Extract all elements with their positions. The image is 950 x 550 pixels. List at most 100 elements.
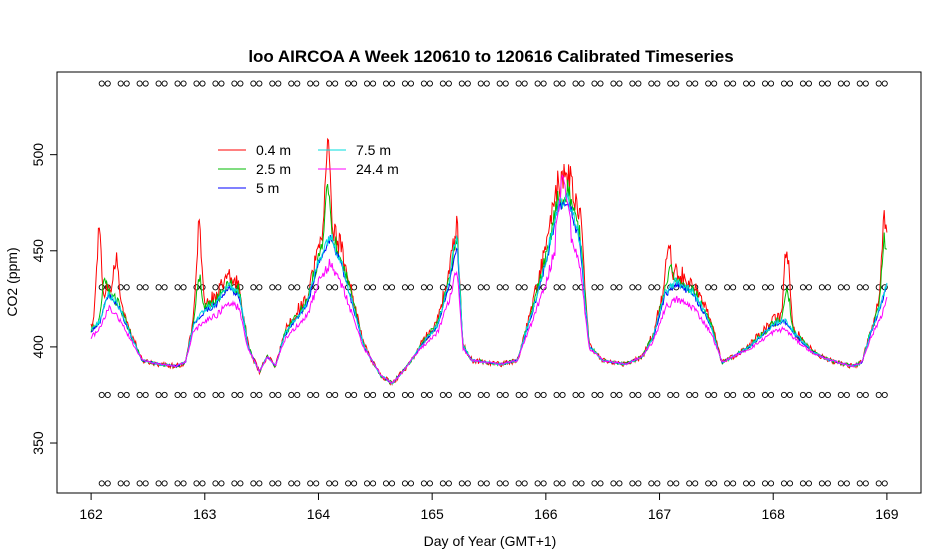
marker-point [142, 480, 149, 487]
marker-point [401, 284, 409, 291]
legend-label: 2.5 m [256, 161, 291, 177]
x-tick-label: 165 [420, 506, 444, 522]
legend: 0.4 m 2.5 m 5 m 7.5 m 24.4 m [218, 142, 399, 196]
marker-point [837, 284, 844, 291]
marker-point [521, 284, 528, 291]
marker-point [407, 391, 415, 399]
marker-point [231, 480, 238, 487]
marker-point [193, 480, 200, 487]
marker-point [477, 391, 484, 399]
marker-point [761, 480, 769, 487]
marker-point [117, 80, 124, 87]
marker-point [692, 480, 699, 487]
y-axis-label: CO2 (ppm) [4, 247, 20, 316]
marker-point [496, 391, 503, 399]
marker-point [635, 480, 642, 487]
marker-point [420, 391, 427, 399]
marker-point [332, 80, 339, 87]
marker-point [123, 391, 130, 399]
marker-point [477, 480, 484, 487]
marker-point [692, 80, 699, 87]
marker-point [730, 80, 737, 87]
marker-point [730, 284, 737, 291]
marker-point [686, 480, 693, 487]
marker-point [269, 391, 276, 399]
marker-point [193, 391, 200, 399]
marker-point [269, 80, 276, 87]
marker-point [667, 391, 674, 399]
marker-point [667, 80, 674, 87]
marker-point [275, 391, 282, 399]
marker-point [294, 480, 301, 487]
marker-point [155, 80, 162, 87]
marker-point [212, 284, 219, 291]
marker-point [142, 284, 149, 291]
marker-point [805, 391, 812, 399]
marker-point [635, 80, 642, 87]
marker-point [294, 391, 301, 399]
marker-point [686, 391, 693, 399]
marker-point [629, 391, 636, 399]
marker-point [332, 284, 339, 291]
marker-point [420, 480, 427, 487]
marker-point [136, 284, 143, 291]
marker-point [382, 480, 390, 487]
marker-point [856, 80, 863, 87]
marker-point [307, 80, 314, 87]
marker-point [673, 391, 680, 399]
marker-point [730, 391, 737, 399]
marker-point [199, 284, 206, 291]
marker-point [155, 391, 162, 399]
marker-point [250, 480, 257, 487]
marker-point [686, 80, 693, 87]
marker-point [610, 284, 617, 291]
marker-point [161, 391, 168, 399]
marker-point [464, 80, 471, 87]
marker-point [288, 480, 295, 487]
marker-point [104, 391, 111, 399]
marker-point [730, 480, 737, 487]
marker-point [559, 80, 566, 87]
marker-point [578, 80, 585, 87]
marker-point [161, 284, 168, 291]
marker-point [180, 391, 187, 399]
marker-point [445, 80, 452, 87]
marker-point [439, 391, 446, 399]
marker-point [534, 391, 541, 399]
marker-point [332, 480, 339, 487]
marker-point [591, 284, 598, 291]
marker-point [875, 284, 882, 291]
marker-point [332, 391, 339, 399]
marker-point [786, 391, 794, 399]
x-axis: 162 163 164 165 166 167 168 169 [79, 492, 899, 522]
marker-point [288, 284, 295, 291]
marker-point [553, 284, 560, 291]
y-axis: 350 400 450 500 [30, 143, 58, 455]
marker-point [572, 284, 579, 291]
marker-point [875, 80, 882, 87]
marker-point [256, 80, 263, 87]
marker-point [388, 480, 396, 487]
marker-point [326, 80, 333, 87]
x-tick-label: 166 [534, 506, 558, 522]
marker-point [629, 480, 636, 487]
marker-point [136, 391, 143, 399]
marker-point [237, 80, 244, 87]
marker-point [401, 80, 409, 87]
marker-point [269, 480, 276, 487]
marker-point [780, 284, 788, 291]
marker-point [193, 80, 200, 87]
marker-point [837, 480, 844, 487]
marker-point [275, 80, 282, 87]
marker-point [559, 284, 566, 291]
marker-point [174, 391, 181, 399]
marker-point [370, 391, 377, 399]
marker-point [743, 284, 750, 291]
x-tick-label: 169 [875, 506, 899, 522]
marker-point [250, 80, 257, 87]
marker-point [420, 80, 427, 87]
y-tick-label: 500 [30, 143, 46, 167]
marker-point [673, 480, 680, 487]
marker-point [862, 391, 869, 399]
marker-point [464, 391, 471, 399]
